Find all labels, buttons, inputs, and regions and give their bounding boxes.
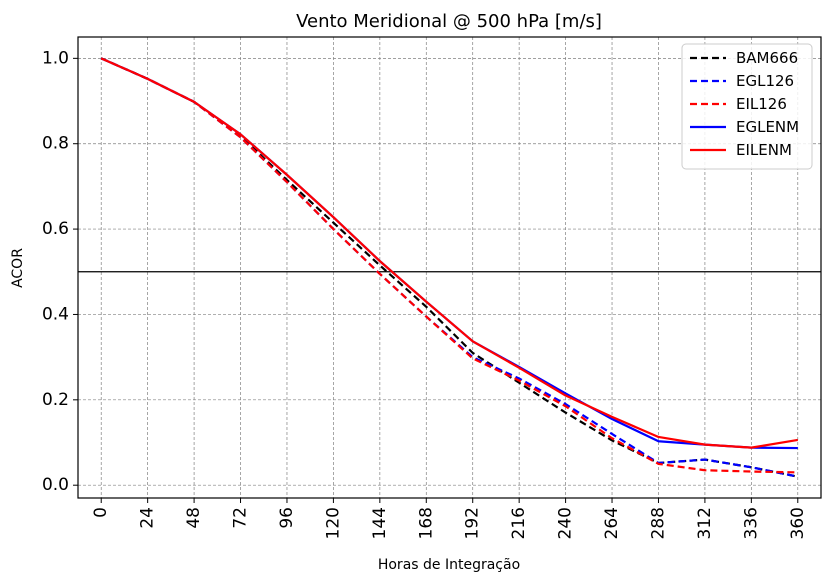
y-tick-label: 0.4 <box>42 304 69 324</box>
x-tick-label: 288 <box>648 507 668 539</box>
legend-label: EGL126 <box>736 72 794 90</box>
x-tick-label: 72 <box>231 507 251 529</box>
series-line-egl126 <box>100 57 798 478</box>
y-axis-label: ACOR <box>10 248 26 288</box>
x-tick-label: 312 <box>695 507 715 539</box>
legend-label: EILENM <box>736 141 792 159</box>
x-tick-label: 336 <box>741 507 761 539</box>
y-ticks: 0.0 0.2 0.4 0.6 0.8 1.0 <box>42 48 78 495</box>
x-tick-label: 48 <box>184 507 204 529</box>
x-tick-label: 360 <box>788 507 808 539</box>
series-group <box>100 57 798 478</box>
x-tick-label: 168 <box>416 507 436 539</box>
y-tick-label: 0.6 <box>42 219 69 239</box>
x-axis-label: Horas de Integração <box>378 557 520 573</box>
legend-label: EGLENM <box>736 118 799 136</box>
legend-label: EIL126 <box>736 95 787 113</box>
series-line-eil126 <box>100 57 798 474</box>
y-tick-label: 0.8 <box>42 134 69 154</box>
legend: BAM666 EGL126 EIL126 EGLENM EILENM <box>681 43 813 170</box>
x-tick-label: 24 <box>138 507 158 529</box>
x-tick-label: 120 <box>323 507 343 539</box>
x-tick-label: 96 <box>277 507 297 529</box>
x-tick-label: 240 <box>556 507 576 539</box>
x-tick-label: 0 <box>91 507 111 518</box>
y-tick-label: 0.2 <box>42 390 69 410</box>
legend-box <box>681 43 813 170</box>
legend-label: BAM666 <box>736 49 798 67</box>
plot-area-frame <box>77 36 822 499</box>
x-tick-label: 264 <box>602 507 622 539</box>
y-tick-label: 0.0 <box>42 475 69 495</box>
x-tick-label: 216 <box>509 507 529 539</box>
series-line-eilenm <box>100 57 798 449</box>
x-tick-label: 144 <box>370 507 390 539</box>
x-tick-label: 192 <box>463 507 483 539</box>
y-tick-label: 1.0 <box>42 48 69 68</box>
chart-title: Vento Meridional @ 500 hPa [m/s] <box>296 11 602 32</box>
x-ticks: 0 24 48 72 96 120 144 168 192 216 240 264 288 312 336 3… <box>91 498 808 539</box>
